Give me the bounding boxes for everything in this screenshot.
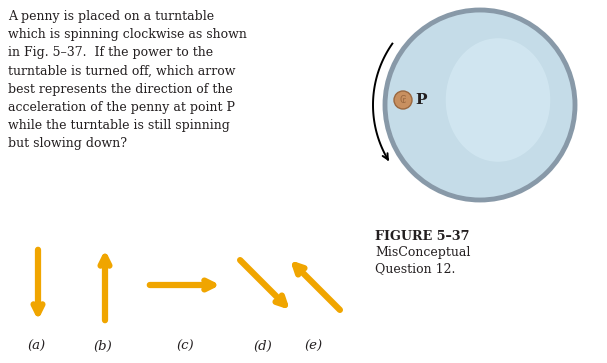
Text: P: P <box>415 93 427 107</box>
Text: A penny is placed on a turntable
which is spinning clockwise as shown
in Fig. 5–: A penny is placed on a turntable which i… <box>8 10 247 150</box>
Text: (d): (d) <box>254 340 273 353</box>
Ellipse shape <box>446 38 551 162</box>
Text: (b): (b) <box>93 340 112 353</box>
Circle shape <box>394 91 412 109</box>
Text: (e): (e) <box>304 340 322 353</box>
Circle shape <box>385 10 575 200</box>
Text: (a): (a) <box>27 340 45 353</box>
Text: MisConceptual: MisConceptual <box>375 246 470 259</box>
Text: Question 12.: Question 12. <box>375 262 455 275</box>
Text: (c): (c) <box>176 340 194 353</box>
Text: FIGURE 5–37: FIGURE 5–37 <box>375 230 469 243</box>
Text: ₢: ₢ <box>400 95 406 105</box>
